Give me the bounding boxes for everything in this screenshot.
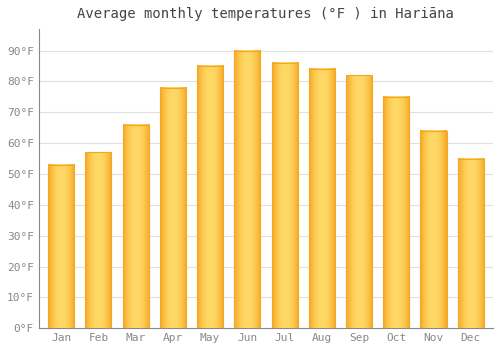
Bar	[234, 51, 260, 328]
Bar	[197, 66, 223, 328]
Bar	[346, 75, 372, 328]
Bar	[160, 88, 186, 328]
Bar	[272, 63, 297, 328]
Bar	[234, 51, 260, 328]
Bar	[383, 97, 409, 328]
Bar	[308, 69, 335, 328]
Bar	[122, 125, 148, 328]
Bar	[308, 69, 335, 328]
Bar	[383, 97, 409, 328]
Bar	[420, 131, 446, 328]
Bar	[86, 152, 112, 328]
Bar	[122, 125, 148, 328]
Bar	[458, 159, 483, 328]
Bar	[48, 165, 74, 328]
Bar	[160, 88, 186, 328]
Bar	[458, 159, 483, 328]
Bar	[86, 152, 112, 328]
Bar	[197, 66, 223, 328]
Bar	[272, 63, 297, 328]
Bar	[346, 75, 372, 328]
Bar	[420, 131, 446, 328]
Bar	[48, 165, 74, 328]
Title: Average monthly temperatures (°F ) in Hariāna: Average monthly temperatures (°F ) in Ha…	[78, 7, 454, 21]
